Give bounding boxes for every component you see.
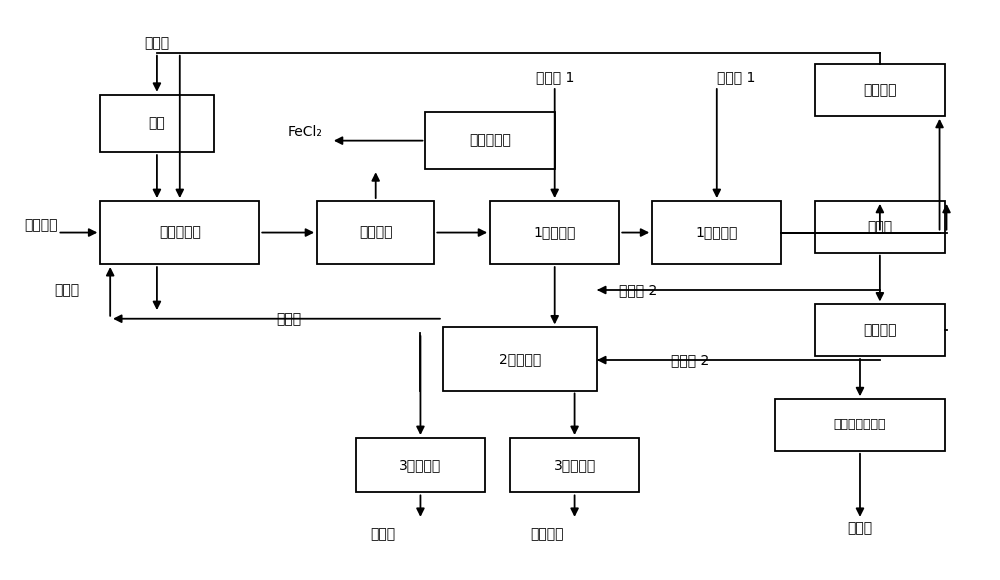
Text: 微乳液 2: 微乳液 2 <box>671 353 709 367</box>
Text: 钛白粉: 钛白粉 <box>847 521 873 535</box>
Text: 过滤洗涤: 过滤洗涤 <box>359 226 392 240</box>
Text: 硅残渣: 硅残渣 <box>54 283 80 297</box>
Bar <box>815 201 945 253</box>
Bar <box>100 95 214 152</box>
Text: 煅烧炉及后处理: 煅烧炉及后处理 <box>834 419 886 432</box>
Bar <box>815 64 945 116</box>
Text: 膜处理器: 膜处理器 <box>863 83 897 97</box>
Text: 磨机: 磨机 <box>149 117 165 130</box>
Bar <box>775 399 945 451</box>
Bar <box>317 201 434 264</box>
Text: 2号萃取器: 2号萃取器 <box>499 352 541 366</box>
Text: 循环酸: 循环酸 <box>276 311 301 326</box>
Text: 微乳液 1: 微乳液 1 <box>536 70 574 85</box>
Bar <box>100 201 259 264</box>
Bar <box>443 327 597 390</box>
Bar <box>815 304 945 356</box>
Text: 酸解反应器: 酸解反应器 <box>159 226 201 240</box>
Bar <box>425 112 555 169</box>
Text: 脱水洗涤: 脱水洗涤 <box>863 323 897 337</box>
Text: 1号反萃器: 1号反萃器 <box>696 226 738 240</box>
Bar <box>652 201 781 264</box>
Text: 3号反萃器: 3号反萃器 <box>553 458 596 472</box>
Text: 铁化合物: 铁化合物 <box>530 527 563 541</box>
Text: 钒原料: 钒原料 <box>371 527 396 541</box>
Text: 补充盐酸: 补充盐酸 <box>25 219 58 233</box>
Text: 冷冻及分离: 冷冻及分离 <box>469 133 511 148</box>
Text: 1号萃取器: 1号萃取器 <box>534 226 576 240</box>
Text: 3号反萃器: 3号反萃器 <box>399 458 442 472</box>
Text: 高炉渣: 高炉渣 <box>144 36 169 50</box>
Bar <box>510 438 639 492</box>
Text: FeCl₂: FeCl₂ <box>288 125 323 139</box>
Text: 水解槽: 水解槽 <box>867 220 892 234</box>
Text: 微乳液 2: 微乳液 2 <box>619 283 658 297</box>
Bar <box>490 201 619 264</box>
Text: 反萃剂 1: 反萃剂 1 <box>717 70 755 85</box>
Bar <box>356 438 485 492</box>
